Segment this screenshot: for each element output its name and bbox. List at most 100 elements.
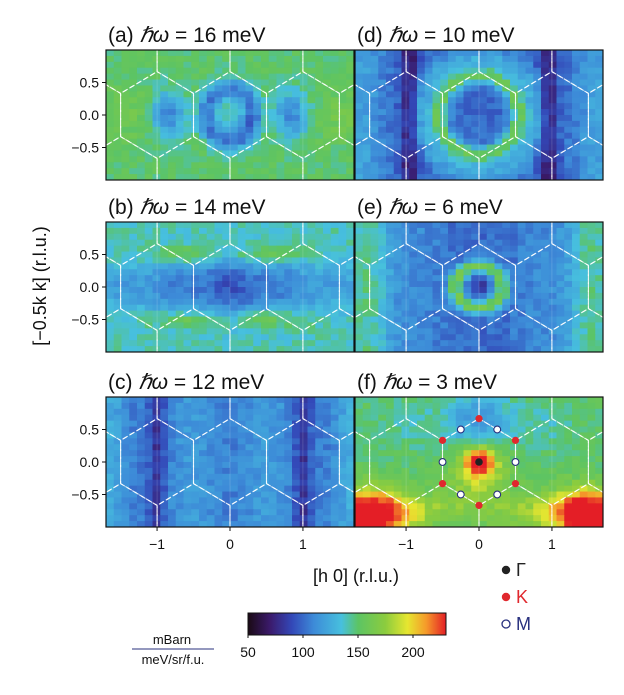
heatmap-cell	[338, 479, 347, 487]
heatmap-cell	[548, 126, 558, 134]
heatmap-cell	[160, 281, 169, 288]
heatmap-cell	[168, 456, 177, 463]
heatmap-cell	[525, 402, 534, 410]
heatmap-cell	[183, 85, 192, 92]
heatmap-cell	[378, 233, 387, 241]
heatmap-cell	[409, 444, 418, 451]
heatmap-cell	[417, 432, 426, 439]
heatmap-cell	[510, 426, 519, 434]
heatmap-cell	[486, 55, 496, 63]
heatmap-cell	[432, 275, 441, 282]
heatmap-cell	[144, 340, 154, 347]
heatmap-cell	[276, 408, 285, 416]
heatmap-cell	[175, 287, 185, 294]
heatmap-cell	[222, 292, 231, 300]
heatmap-cell	[299, 426, 309, 434]
heatmap-cell	[417, 479, 426, 487]
heatmap-cell	[525, 144, 534, 152]
heatmap-cell	[253, 328, 262, 335]
heatmap-cell	[440, 485, 449, 493]
heatmap-cell	[160, 292, 169, 300]
heatmap-cell	[299, 67, 309, 75]
heatmap-cell	[463, 168, 472, 175]
heatmap-cell	[106, 50, 115, 57]
heatmap-cell	[541, 126, 550, 134]
heatmap-cell	[237, 298, 247, 306]
heatmap-cell	[417, 503, 426, 510]
heatmap-cell	[245, 281, 254, 288]
heatmap-cell	[564, 316, 573, 324]
heatmap-cell	[168, 521, 177, 527]
colorbar-tick-label: 50	[240, 644, 256, 660]
heatmap-cell	[113, 316, 123, 324]
heatmap-cell	[440, 444, 449, 451]
heatmap-cell	[199, 426, 208, 434]
heatmap-cell	[222, 120, 231, 128]
heatmap-cell	[455, 73, 465, 81]
heatmap-cell	[479, 340, 488, 347]
panel-frame	[354, 221, 604, 353]
heatmap-cell	[463, 509, 472, 516]
heatmap-cell	[152, 109, 161, 116]
heatmap-cell	[486, 316, 496, 324]
heatmap-cell	[533, 426, 542, 434]
heatmap-cell	[486, 245, 496, 253]
heatmap-cell	[362, 269, 372, 276]
heatmap-cell	[299, 414, 309, 422]
heatmap-cell	[455, 420, 465, 428]
heatmap-cell	[440, 132, 449, 140]
heatmap-cell	[268, 79, 278, 87]
heatmap-cell	[424, 144, 434, 152]
heatmap-cell	[440, 115, 449, 122]
heatmap-cell	[409, 340, 418, 347]
heatmap-cell	[424, 456, 434, 463]
heatmap-cell	[284, 456, 293, 463]
heatmap-cell	[199, 467, 208, 475]
heatmap-cell	[338, 503, 347, 510]
heatmap-cell	[548, 109, 558, 116]
heatmap-cell	[424, 497, 434, 504]
heatmap-cell	[355, 275, 364, 282]
heatmap-cell	[378, 503, 387, 510]
heatmap-cell	[471, 132, 480, 140]
heatmap-cell	[113, 156, 123, 163]
heatmap-cell	[579, 503, 589, 510]
heatmap-cell	[199, 292, 208, 300]
heatmap-cell	[517, 222, 527, 229]
heatmap-cell	[346, 174, 354, 180]
heatmap-cell	[378, 310, 387, 318]
heatmap-cell	[587, 126, 596, 134]
heatmap-cell	[106, 275, 115, 282]
heatmap-cell	[144, 304, 154, 312]
heatmap-cell	[330, 408, 340, 416]
heatmap-cell	[183, 132, 192, 140]
heatmap-cell	[533, 450, 542, 457]
heatmap-cell	[137, 310, 146, 318]
heatmap-cell	[237, 222, 247, 229]
heatmap-cell	[502, 334, 511, 341]
heatmap-cell	[183, 138, 192, 146]
heatmap-cell	[479, 222, 488, 229]
heatmap-cell	[168, 397, 177, 404]
heatmap-cell	[183, 316, 192, 324]
heatmap-cell	[424, 115, 434, 122]
heatmap-cell	[370, 491, 379, 499]
heatmap-cell	[113, 420, 123, 428]
heatmap-cell	[315, 162, 324, 169]
heatmap-cell	[307, 426, 316, 434]
heatmap-cell	[409, 432, 418, 439]
heatmap-cell	[556, 462, 565, 469]
heatmap-cell	[268, 328, 278, 335]
heatmap-cell	[214, 115, 223, 122]
heatmap-cell	[424, 426, 434, 434]
heatmap-cell	[432, 298, 441, 306]
heatmap-cell	[587, 67, 596, 75]
heatmap-cell	[517, 304, 527, 312]
heatmap-cell	[579, 222, 589, 229]
heatmap-cell	[315, 287, 324, 294]
heatmap-cell	[137, 467, 146, 475]
heatmap-cell	[199, 397, 208, 404]
heatmap-cell	[579, 402, 589, 410]
heatmap-cell	[455, 462, 465, 469]
heatmap-cell	[579, 61, 589, 69]
